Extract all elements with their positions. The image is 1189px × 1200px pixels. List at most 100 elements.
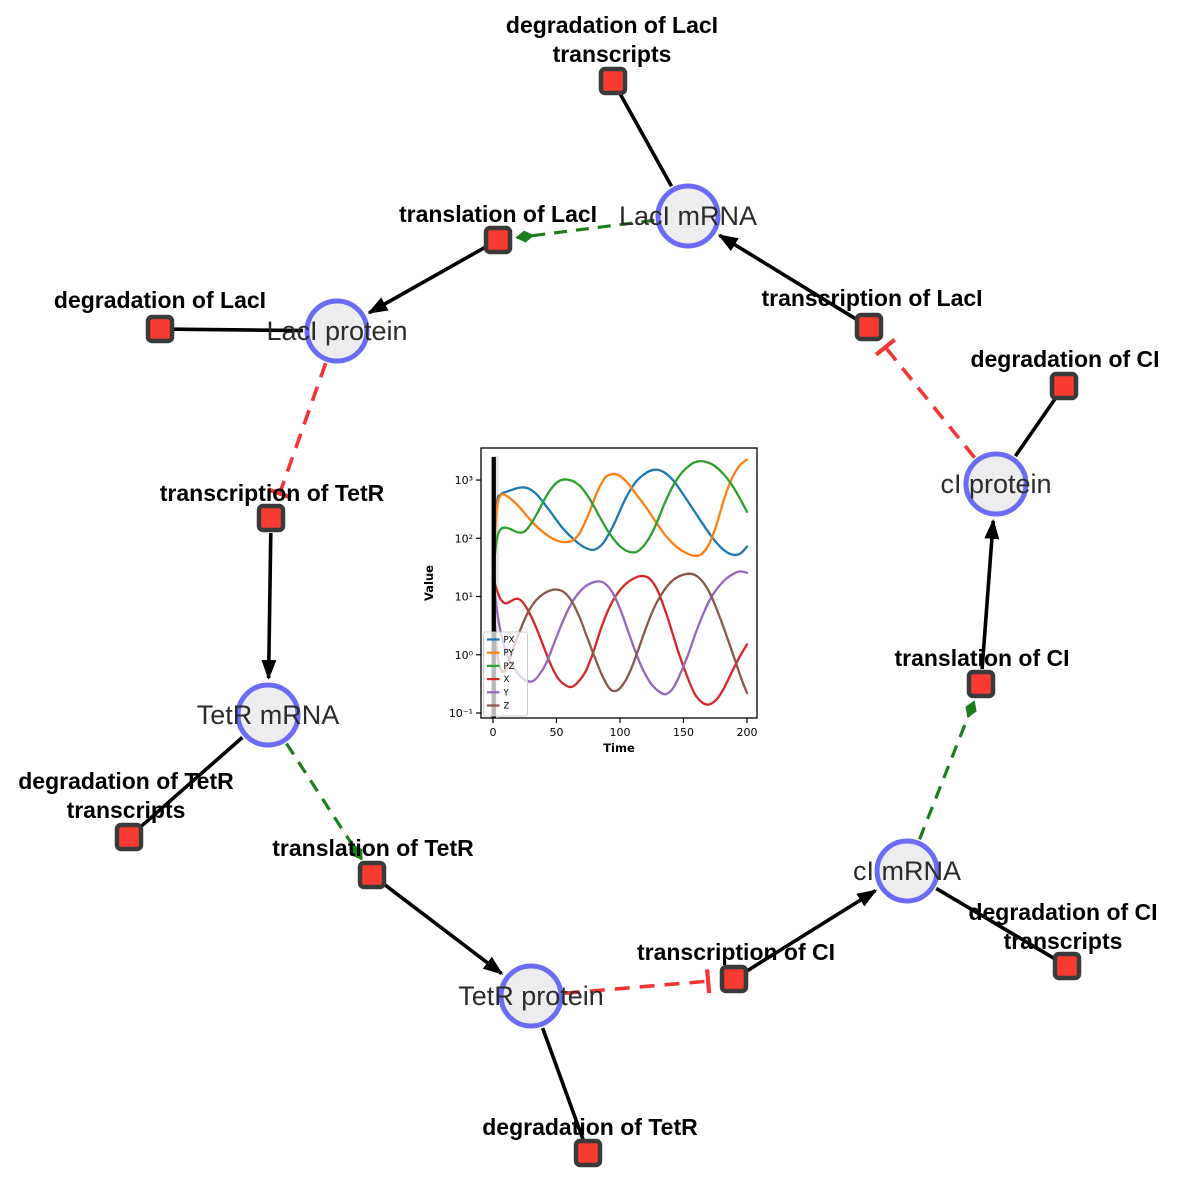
- reaction-node-translation-ci[interactable]: translation of CI: [894, 645, 1070, 699]
- reaction-label-deg-tetr-tx-line2: transcripts: [67, 797, 186, 823]
- series-line-PY: [491, 458, 749, 572]
- reaction-label-transcription-tetr-line1: transcription of TetR: [160, 480, 385, 506]
- edge-transcription-laci-product[interactable]: [717, 233, 858, 321]
- reaction-square-deg-tetr[interactable]: [573, 1138, 603, 1168]
- nodes-layer: degradation of LacI transcripts translatio…: [18, 12, 1160, 1168]
- species-label-ci-protein: cI protein: [940, 469, 1051, 499]
- reaction-square-transcription-laci[interactable]: [854, 312, 884, 342]
- edge-laci-protein-degradation[interactable]: [173, 327, 304, 333]
- y-tick-label: 10¹: [455, 591, 473, 604]
- reaction-label-deg-tetr-tx-line1: degradation of TetR: [18, 768, 234, 794]
- edge-laci-inhibits-tetr-tx[interactable]: [267, 362, 328, 500]
- species-node-ci-mrna[interactable]: cI mRNA: [853, 838, 961, 904]
- y-tick-label: 10³: [455, 474, 473, 487]
- x-axis-label: Time: [603, 741, 635, 755]
- legend-label-Y: Y: [503, 688, 510, 698]
- reaction-node-translation-tetr[interactable]: translation of TetR: [272, 835, 474, 890]
- edge-laci-mrna-mod-translation[interactable]: [515, 218, 655, 243]
- reaction-node-deg-tetr[interactable]: degradation of TetR: [482, 1114, 698, 1168]
- species-circle-ci-mrna[interactable]: [874, 838, 940, 904]
- reaction-node-transcription-ci[interactable]: transcription of CI: [637, 939, 835, 994]
- reaction-label-deg-ci-line1: degradation of CI: [970, 346, 1159, 372]
- species-node-laci-protein[interactable]: LacI protein: [266, 298, 408, 364]
- reaction-square-translation-tetr[interactable]: [357, 860, 387, 890]
- legend-label-X: X: [504, 675, 510, 685]
- species-label-ci-mrna: cI mRNA: [853, 856, 961, 886]
- y-tick-label: 10²: [455, 532, 473, 545]
- reaction-node-deg-tetr-tx[interactable]: degradation of TetR transcripts: [18, 768, 234, 852]
- reaction-label-translation-tetr-line1: translation of TetR: [272, 835, 474, 861]
- species-node-tetr-protein[interactable]: TetR protein: [458, 963, 604, 1029]
- edge-tetr-protein-degradation[interactable]: [540, 1027, 585, 1141]
- species-label-tetr-protein: TetR protein: [458, 981, 604, 1011]
- chart-legend: PX PY PZ XYZ: [483, 631, 528, 717]
- edge-ci-inhibits-laci-tx[interactable]: [874, 338, 977, 459]
- reaction-node-deg-laci[interactable]: degradation of LacI: [54, 287, 266, 344]
- species-label-laci-mrna: LacI mRNA: [619, 201, 757, 231]
- reaction-node-deg-ci[interactable]: degradation of CI: [970, 346, 1160, 401]
- legend-label-Z: Z: [504, 702, 510, 712]
- series-line-PZ: [491, 459, 749, 575]
- x-tick-label: 100: [609, 726, 630, 739]
- edge-tetr-mrna-mod-translation[interactable]: [285, 742, 363, 861]
- y-tick-label: 10⁻¹: [449, 707, 473, 720]
- series-line-X: [491, 574, 749, 706]
- reaction-label-deg-tetr-line1: degradation of TetR: [482, 1114, 698, 1140]
- reaction-node-translation-laci[interactable]: translation of LacI: [399, 201, 597, 255]
- inset-timecourse-chart: 0 50 100 150 20010³10²10¹10⁰10⁻¹TimeValuePXP…: [420, 435, 770, 770]
- species-node-ci-protein[interactable]: cI protein: [940, 451, 1052, 517]
- x-tick-label: 200: [736, 726, 757, 739]
- reaction-label-deg-laci-tx-line2: transcripts: [553, 41, 672, 67]
- series-line-PX: [491, 468, 749, 570]
- reaction-node-deg-laci-tx[interactable]: degradation of LacI transcripts: [506, 12, 718, 96]
- edge-transcription-ci-product[interactable]: [745, 889, 878, 973]
- edge-ci-mrna-degradation[interactable]: [935, 886, 1056, 961]
- species-circle-tetr-mrna[interactable]: [235, 682, 301, 748]
- edge-ci-mrna-mod-translation[interactable]: [918, 700, 977, 840]
- reaction-label-deg-ci-tx-line2: transcripts: [1004, 928, 1123, 954]
- species-label-laci-protein: LacI protein: [266, 316, 407, 346]
- legend-label-PZ: PZ: [504, 662, 515, 672]
- x-tick-label: 50: [549, 726, 563, 739]
- reaction-node-transcription-tetr[interactable]: transcription of TetR: [160, 480, 385, 533]
- species-circle-laci-mrna[interactable]: [655, 183, 721, 249]
- species-node-tetr-mrna[interactable]: TetR mRNA: [197, 682, 340, 748]
- reaction-label-transcription-laci-line1: transcription of LacI: [761, 285, 982, 311]
- x-tick-label: 0: [489, 726, 496, 739]
- edge-ci-protein-degradation[interactable]: [1013, 396, 1058, 458]
- reaction-square-deg-laci-tx[interactable]: [598, 66, 628, 96]
- legend-label-PY: PY: [504, 649, 515, 659]
- reaction-label-translation-laci-line1: translation of LacI: [399, 201, 597, 227]
- reaction-label-deg-laci-line1: degradation of LacI: [54, 287, 266, 313]
- reaction-label-deg-ci-tx-line1: degradation of CI: [968, 899, 1157, 925]
- reaction-square-deg-laci[interactable]: [145, 314, 175, 344]
- reaction-square-transcription-ci[interactable]: [719, 964, 749, 994]
- species-node-laci-mrna[interactable]: LacI mRNA: [619, 183, 757, 249]
- legend-label-PX: PX: [504, 636, 515, 646]
- reaction-square-translation-laci[interactable]: [483, 225, 513, 255]
- reaction-square-translation-ci[interactable]: [966, 669, 996, 699]
- x-tick-label: 150: [673, 726, 694, 739]
- edge-tetr-mrna-degradation[interactable]: [138, 736, 244, 830]
- reaction-square-deg-tetr-tx[interactable]: [114, 822, 144, 852]
- edge-translation-tetr-product[interactable]: [382, 882, 504, 976]
- species-label-tetr-mrna: TetR mRNA: [197, 700, 340, 730]
- y-tick-label: 10⁰: [455, 649, 474, 662]
- y-axis-label: Value: [422, 565, 436, 601]
- reaction-label-transcription-ci-line1: transcription of CI: [637, 939, 835, 965]
- edge-laci-mrna-degradation[interactable]: [618, 92, 674, 188]
- reaction-node-deg-ci-tx[interactable]: degradation of CI transcripts: [968, 899, 1158, 981]
- edge-translation-ci-product[interactable]: [980, 518, 1000, 670]
- edge-translation-laci-product[interactable]: [367, 245, 486, 315]
- species-circle-laci-protein[interactable]: [304, 298, 370, 364]
- edges-layer: [138, 92, 1058, 1141]
- reaction-node-transcription-laci[interactable]: transcription of LacI: [761, 285, 983, 342]
- reaction-label-translation-ci-line1: translation of CI: [894, 645, 1069, 671]
- reaction-square-transcription-tetr[interactable]: [256, 503, 286, 533]
- edge-transcription-tetr-product[interactable]: [261, 532, 277, 680]
- species-circle-ci-protein[interactable]: [963, 451, 1029, 517]
- species-circle-tetr-protein[interactable]: [498, 963, 564, 1029]
- reaction-square-deg-ci[interactable]: [1049, 371, 1079, 401]
- reaction-square-deg-ci-tx[interactable]: [1052, 951, 1082, 981]
